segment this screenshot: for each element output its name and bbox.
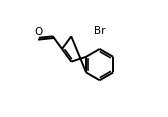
Text: O: O xyxy=(35,27,43,37)
Text: Br: Br xyxy=(94,26,105,36)
